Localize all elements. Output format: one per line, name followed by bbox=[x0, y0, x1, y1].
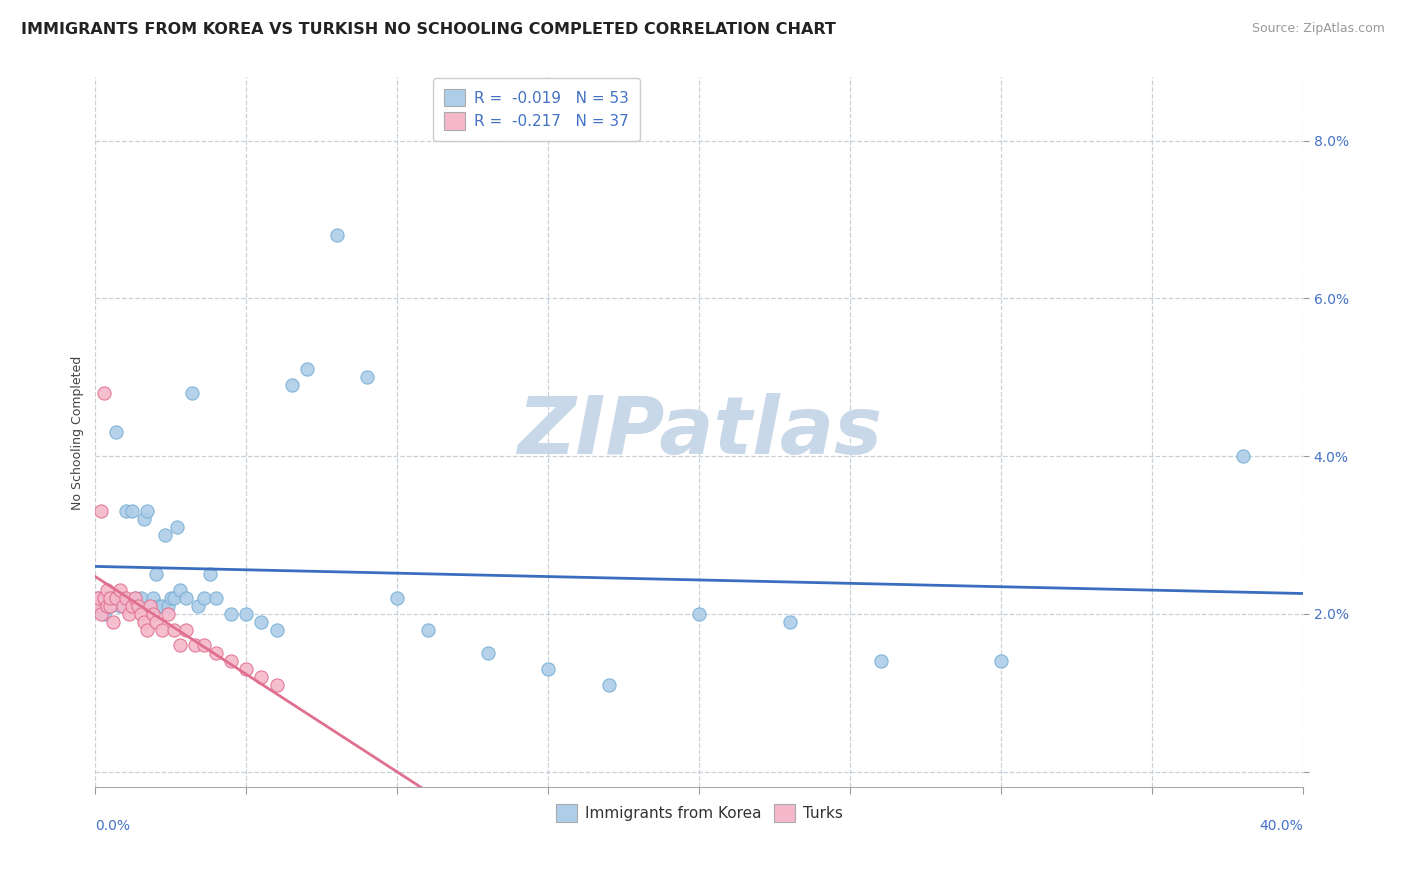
Point bbox=[266, 678, 288, 692]
Point bbox=[174, 591, 197, 606]
Point bbox=[235, 662, 257, 676]
Point bbox=[169, 583, 191, 598]
Point bbox=[356, 370, 378, 384]
Point bbox=[198, 567, 221, 582]
Point bbox=[163, 623, 186, 637]
Text: 40.0%: 40.0% bbox=[1260, 820, 1303, 833]
Point bbox=[114, 591, 136, 606]
Point bbox=[205, 646, 228, 660]
Point bbox=[135, 623, 157, 637]
Point bbox=[129, 607, 152, 621]
Point bbox=[153, 528, 176, 542]
Point bbox=[93, 591, 115, 606]
Text: ZIPatlas: ZIPatlas bbox=[517, 393, 882, 472]
Point bbox=[108, 599, 131, 613]
Legend: Immigrants from Korea, Turks: Immigrants from Korea, Turks bbox=[548, 797, 851, 830]
Point bbox=[174, 623, 197, 637]
Y-axis label: No Schooling Completed: No Schooling Completed bbox=[72, 355, 84, 509]
Point bbox=[295, 362, 318, 376]
Text: Source: ZipAtlas.com: Source: ZipAtlas.com bbox=[1251, 22, 1385, 36]
Point bbox=[90, 504, 112, 518]
Point bbox=[132, 512, 155, 526]
Point bbox=[138, 599, 160, 613]
Point bbox=[193, 591, 215, 606]
Point bbox=[1232, 449, 1254, 463]
Point bbox=[90, 607, 112, 621]
Point bbox=[160, 591, 183, 606]
Point bbox=[250, 615, 273, 629]
Point bbox=[138, 599, 160, 613]
Point bbox=[187, 599, 209, 613]
Point bbox=[108, 583, 131, 598]
Point bbox=[163, 591, 186, 606]
Point bbox=[121, 504, 143, 518]
Point bbox=[280, 378, 302, 392]
Point bbox=[193, 639, 215, 653]
Point bbox=[166, 520, 188, 534]
Point bbox=[148, 599, 170, 613]
Text: 0.0%: 0.0% bbox=[96, 820, 131, 833]
Point bbox=[100, 599, 122, 613]
Point bbox=[142, 591, 165, 606]
Point bbox=[105, 591, 128, 606]
Point bbox=[156, 599, 179, 613]
Point bbox=[135, 504, 157, 518]
Point bbox=[90, 599, 112, 613]
Point bbox=[266, 623, 288, 637]
Text: IMMIGRANTS FROM KOREA VS TURKISH NO SCHOOLING COMPLETED CORRELATION CHART: IMMIGRANTS FROM KOREA VS TURKISH NO SCHO… bbox=[21, 22, 837, 37]
Point bbox=[869, 654, 891, 668]
Point bbox=[103, 591, 125, 606]
Point bbox=[127, 599, 149, 613]
Point bbox=[100, 599, 122, 613]
Point bbox=[121, 599, 143, 613]
Point bbox=[219, 607, 242, 621]
Point bbox=[96, 591, 118, 606]
Point bbox=[124, 591, 146, 606]
Point bbox=[145, 567, 167, 582]
Point bbox=[132, 615, 155, 629]
Point bbox=[105, 425, 128, 440]
Point bbox=[87, 599, 110, 613]
Point bbox=[93, 607, 115, 621]
Point bbox=[250, 670, 273, 684]
Point bbox=[205, 591, 228, 606]
Point bbox=[779, 615, 801, 629]
Point bbox=[990, 654, 1012, 668]
Point bbox=[142, 607, 165, 621]
Point bbox=[181, 386, 204, 401]
Point bbox=[111, 599, 134, 613]
Point bbox=[117, 607, 139, 621]
Point bbox=[111, 591, 134, 606]
Point bbox=[184, 639, 207, 653]
Point bbox=[100, 591, 122, 606]
Point bbox=[326, 228, 349, 243]
Point bbox=[124, 591, 146, 606]
Point bbox=[127, 599, 149, 613]
Point bbox=[150, 623, 173, 637]
Point bbox=[103, 615, 125, 629]
Point bbox=[169, 639, 191, 653]
Point bbox=[114, 504, 136, 518]
Point bbox=[129, 591, 152, 606]
Point bbox=[117, 599, 139, 613]
Point bbox=[416, 623, 439, 637]
Point bbox=[598, 678, 620, 692]
Point bbox=[96, 599, 118, 613]
Point bbox=[477, 646, 499, 660]
Point bbox=[87, 599, 110, 613]
Point bbox=[219, 654, 242, 668]
Point bbox=[150, 599, 173, 613]
Point bbox=[96, 583, 118, 598]
Point bbox=[87, 591, 110, 606]
Point bbox=[93, 386, 115, 401]
Point bbox=[387, 591, 409, 606]
Point bbox=[87, 591, 110, 606]
Point bbox=[235, 607, 257, 621]
Point bbox=[145, 615, 167, 629]
Point bbox=[688, 607, 710, 621]
Point bbox=[537, 662, 560, 676]
Point bbox=[156, 607, 179, 621]
